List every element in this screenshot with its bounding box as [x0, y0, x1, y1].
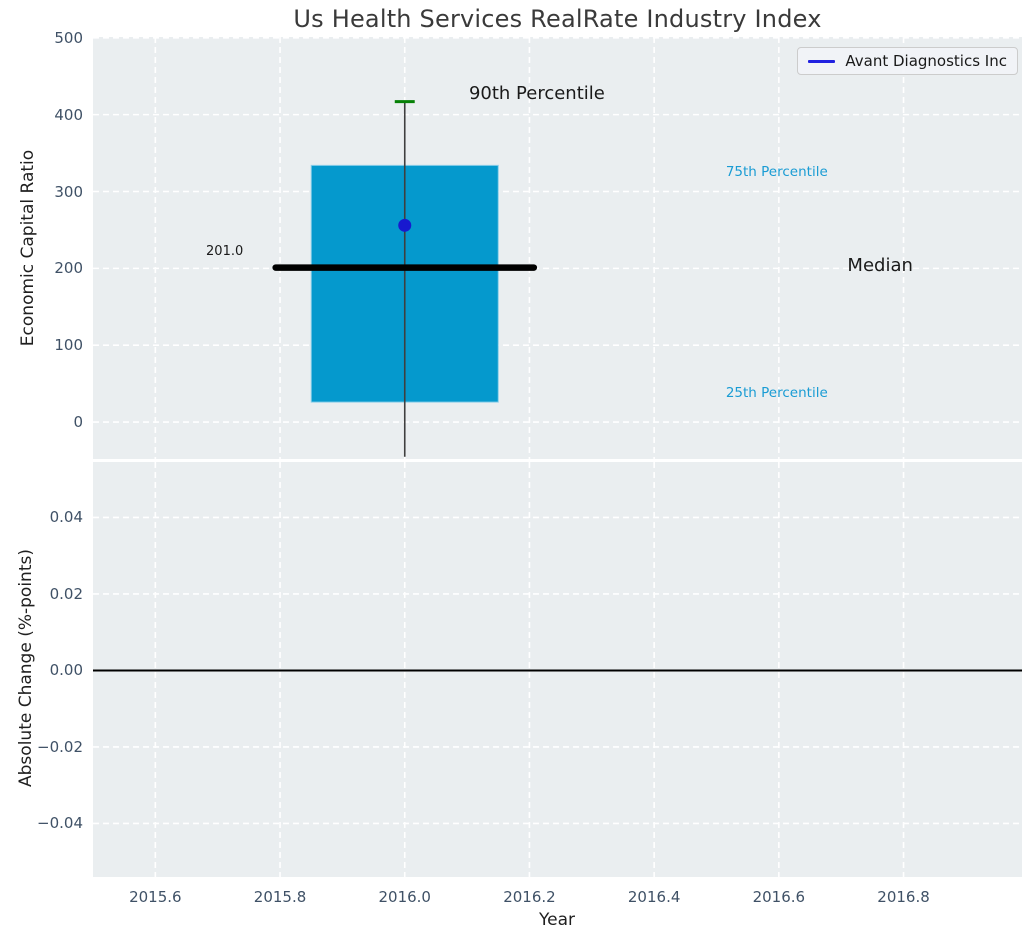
tick-label: −0.02 [37, 737, 83, 756]
x-axis-label: Year [539, 910, 575, 930]
tick-label: 2016.8 [877, 888, 930, 906]
top-axes [93, 37, 1022, 459]
legend-line-icon [808, 59, 836, 63]
legend-label: Avant Diagnostics Inc [845, 52, 1007, 70]
company-point [398, 218, 412, 232]
tick-label: 0.00 [49, 661, 83, 680]
annotation-median-value-label: 201.0 [206, 244, 244, 260]
tick-label: 2016.6 [752, 888, 806, 906]
tick-label: 0.02 [49, 584, 83, 603]
tick-label: 300 [54, 182, 83, 201]
tick-label: 0.04 [49, 508, 83, 527]
tick-label: 500 [54, 28, 83, 47]
bottom-axes [93, 462, 1022, 877]
legend[interactable]: Avant Diagnostics Inc [797, 47, 1018, 75]
tick-label: 400 [54, 105, 83, 124]
chart-title: Us Health Services RealRate Industry Ind… [293, 5, 822, 33]
annotation-p75-label: 75th Percentile [725, 163, 828, 180]
tick-label: 2016.4 [627, 888, 681, 906]
tick-label: 0 [73, 413, 83, 432]
tick-label: 2016.2 [503, 888, 556, 906]
tick-label: 2015.6 [129, 888, 182, 906]
tick-label: −0.04 [37, 814, 83, 833]
tick-label: 200 [54, 259, 83, 278]
annotation-p25-label: 25th Percentile [725, 385, 828, 402]
tick-label: 2015.8 [253, 888, 307, 906]
annotation-p90-label: 90th Percentile [468, 82, 605, 104]
tick-label: 2016.0 [378, 888, 431, 906]
annotation-median-label: Median [847, 254, 913, 276]
tick-label: 100 [54, 336, 83, 355]
